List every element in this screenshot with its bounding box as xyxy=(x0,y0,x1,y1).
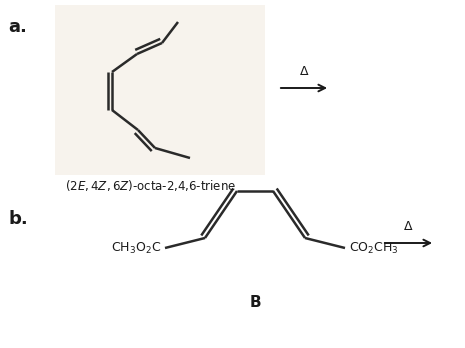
Text: $(2E,4Z,6Z)$-octa-2,4,6-triene: $(2E,4Z,6Z)$-octa-2,4,6-triene xyxy=(65,178,236,193)
Text: Δ: Δ xyxy=(404,220,412,233)
Text: b.: b. xyxy=(8,210,28,228)
Text: a.: a. xyxy=(8,18,27,36)
Text: B: B xyxy=(249,295,261,310)
Text: CO$_2$CH$_3$: CO$_2$CH$_3$ xyxy=(349,240,399,255)
FancyBboxPatch shape xyxy=(55,5,265,175)
Text: Δ: Δ xyxy=(300,65,308,78)
Text: CH$_3$O$_2$C: CH$_3$O$_2$C xyxy=(111,240,161,255)
